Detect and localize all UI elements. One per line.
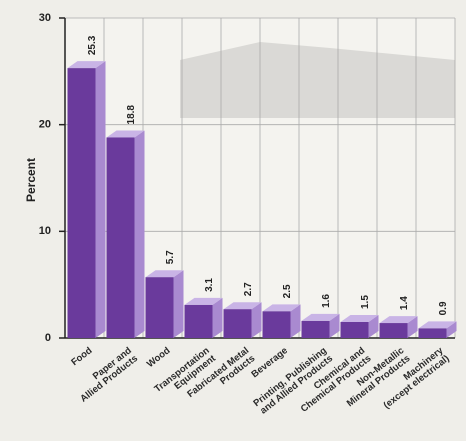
bar <box>223 302 262 338</box>
bar-side <box>407 316 418 338</box>
bar-side <box>212 297 223 338</box>
bar-top <box>340 315 379 322</box>
bar <box>379 316 418 338</box>
bar <box>145 270 184 338</box>
bar-front <box>379 323 408 338</box>
bar-side <box>290 304 301 338</box>
bar <box>67 61 106 339</box>
value-label: 18.8 <box>126 105 137 125</box>
bar-side <box>446 321 457 338</box>
bar-side <box>173 270 184 338</box>
bar-front <box>418 328 447 338</box>
y-tick-label: 20 <box>39 119 51 131</box>
bar-top <box>262 304 301 312</box>
value-label: 25.3 <box>87 35 98 55</box>
bar <box>418 321 457 338</box>
bar <box>262 304 301 338</box>
value-label: 0.9 <box>438 301 449 315</box>
value-label: 3.1 <box>204 278 215 292</box>
value-label: 5.7 <box>165 250 176 264</box>
bar-front <box>301 320 330 338</box>
y-tick-label: 0 <box>45 332 51 344</box>
bar <box>340 315 379 338</box>
bar-top <box>418 321 457 329</box>
bar-front <box>67 68 96 338</box>
bar-top <box>67 61 106 69</box>
bar-front <box>145 277 174 338</box>
bar-front <box>184 304 213 338</box>
value-label: 1.5 <box>360 295 371 309</box>
bar-side <box>251 302 262 338</box>
bar-side <box>329 313 340 338</box>
bar-side <box>368 315 379 338</box>
bar-side <box>134 130 145 338</box>
bar-front <box>223 309 252 338</box>
bar-top <box>379 316 418 324</box>
bar-front <box>340 322 369 338</box>
value-label: 2.5 <box>282 284 293 298</box>
bar-front <box>262 311 291 338</box>
bar-top <box>106 130 145 138</box>
bar-top <box>184 297 223 305</box>
value-label: 2.7 <box>243 282 254 296</box>
y-tick-label: 30 <box>39 12 51 24</box>
y-axis-label: Percent <box>24 158 38 202</box>
bar <box>301 313 340 338</box>
bar <box>106 130 145 338</box>
value-label: 1.6 <box>321 294 332 308</box>
value-label: 1.4 <box>399 296 410 310</box>
background-building <box>180 42 455 118</box>
bar-top <box>145 270 184 278</box>
bar-side <box>95 61 106 339</box>
bar-top <box>301 313 340 321</box>
bar <box>184 297 223 338</box>
bar-front <box>106 137 135 338</box>
bar-top <box>223 302 262 310</box>
y-tick-label: 10 <box>39 225 51 237</box>
